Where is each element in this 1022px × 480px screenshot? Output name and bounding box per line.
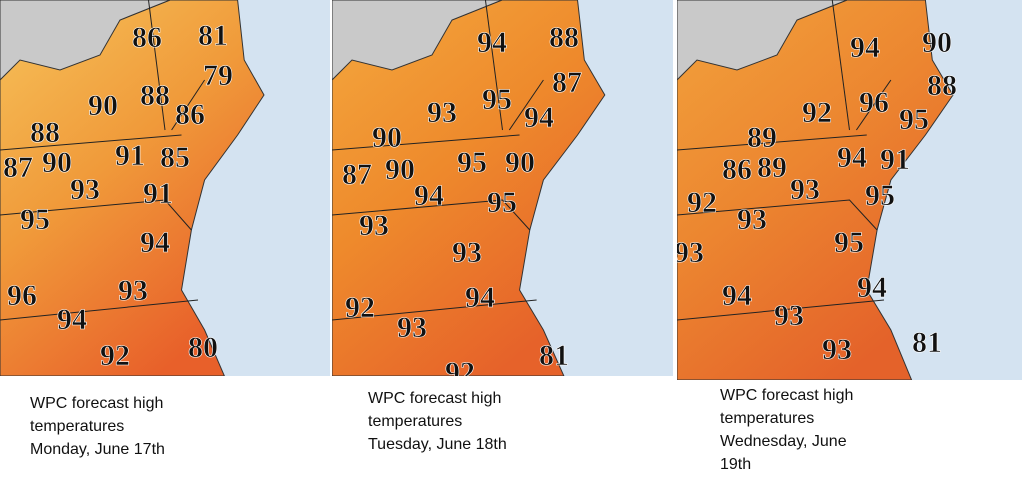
temperature-label: 94: [722, 279, 752, 312]
temperature-label: 95: [899, 103, 929, 136]
canada: [677, 0, 848, 81]
state-border: [148, 0, 166, 131]
temperature-label: 90: [88, 89, 118, 122]
temperature-label: 94: [414, 179, 444, 212]
temperature-label: 95: [487, 186, 517, 219]
caption: WPC forecast high temperatures Wednesday, …: [720, 384, 853, 476]
caption-line: WPC forecast high: [368, 390, 502, 407]
temperature-label: 93: [70, 173, 100, 206]
temperature-label: 81: [198, 19, 228, 52]
temperature-label: 88: [140, 79, 170, 112]
temperature-label: 81: [539, 339, 569, 372]
temperature-label: 90: [385, 153, 415, 186]
temperature-label: 92: [687, 186, 717, 219]
temperature-label: 80: [188, 331, 218, 364]
caption-line: Monday, June 17th: [30, 441, 165, 458]
caption-line: Tuesday, June 18th: [368, 436, 507, 453]
temperature-label: 94: [837, 141, 867, 174]
temperature-label: 92: [445, 356, 475, 376]
temperature-label: 93: [790, 173, 820, 206]
temperature-label: 94: [140, 226, 170, 259]
temperature-label: 95: [834, 226, 864, 259]
temperature-label: 91: [880, 143, 910, 176]
temperature-label: 85: [160, 141, 190, 174]
state-border: [171, 79, 206, 131]
temperature-label: 95: [20, 203, 50, 236]
temperature-label: 91: [115, 139, 145, 172]
state-border: [484, 0, 503, 131]
temperature-label: 92: [345, 291, 375, 324]
caption-line: temperatures: [30, 418, 125, 435]
temperature-label: 87: [3, 151, 33, 184]
caption-line: WPC forecast high: [30, 395, 164, 412]
temperature-label: 94: [857, 271, 887, 304]
temperature-label: 90: [42, 146, 72, 179]
temperature-label: 93: [774, 299, 804, 332]
temperature-label: 87: [342, 158, 372, 191]
temperature-label: 90: [372, 121, 402, 154]
temperature-label: 88: [549, 21, 579, 54]
state-border: [0, 199, 192, 231]
temperature-label: 79: [203, 59, 233, 92]
caption-line: 19th: [720, 456, 752, 473]
state-border: [677, 199, 878, 231]
state-border: [332, 299, 537, 321]
caption-line: temperatures: [368, 413, 463, 430]
temperature-label: 92: [100, 339, 130, 372]
canada: [332, 0, 503, 81]
temperature-label: 94: [465, 281, 495, 314]
temperature-label: 94: [850, 31, 880, 64]
temperature-label: 93: [677, 236, 704, 269]
temperature-label: 91: [143, 177, 173, 210]
temperature-label: 87: [552, 66, 582, 99]
state-border: [677, 299, 885, 321]
caption-line: Wednesday, June: [720, 433, 847, 450]
temperature-label: 88: [30, 116, 60, 149]
caption: WPC forecast high temperatures Monday, Jun…: [30, 392, 165, 461]
state-border: [0, 299, 199, 321]
temperature-label: 96: [859, 86, 889, 119]
temperature-label: 89: [757, 151, 787, 184]
temperature-label: 81: [912, 326, 942, 359]
canada: [0, 0, 171, 81]
temperature-label: 94: [477, 26, 507, 59]
temperature-label: 95: [865, 179, 895, 212]
caption-line: temperatures: [720, 410, 815, 427]
temperature-label: 88: [927, 69, 957, 102]
temperature-label: 90: [922, 26, 952, 59]
temperature-label: 93: [118, 274, 148, 307]
state-border: [677, 134, 867, 151]
temperature-label: 96: [7, 279, 37, 312]
temperature-label: 92: [802, 96, 832, 129]
state-border: [0, 134, 182, 151]
temperature-label: 93: [822, 333, 852, 366]
temperature-label: 94: [57, 303, 87, 336]
temperature-label: 93: [359, 209, 389, 242]
temperature-label: 86: [722, 153, 752, 186]
temperature-label: 86: [175, 98, 205, 131]
state-border: [855, 79, 892, 131]
temperature-label: 93: [397, 311, 427, 344]
temperature-label: 86: [132, 21, 162, 54]
temperature-label: 93: [427, 96, 457, 129]
temperature-label: 89: [747, 121, 777, 154]
temperature-label: 93: [737, 203, 767, 236]
temperature-label: 95: [457, 146, 487, 179]
caption-line: WPC forecast high: [720, 387, 854, 404]
temperature-label: 93: [452, 236, 482, 269]
temperature-label: 94: [524, 101, 554, 134]
state-border: [508, 79, 544, 131]
state-border: [831, 0, 850, 131]
temperature-label: 95: [482, 83, 512, 116]
state-border: [332, 134, 520, 151]
temperature-label: 90: [505, 146, 535, 179]
caption: WPC forecast high temperatures Tuesday, Ju…: [368, 387, 507, 456]
state-border: [332, 199, 531, 231]
